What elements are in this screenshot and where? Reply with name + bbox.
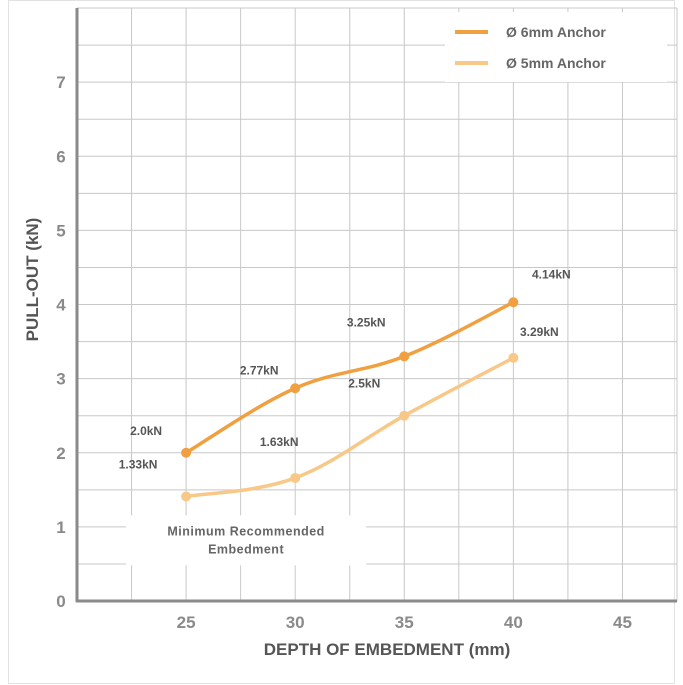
label-layer: 2.0kN 2.77kN 3.25kN 4.14kN 1.33kN 1.63kN 2.5kN… — [119, 267, 571, 471]
data-label: 4.14kN — [532, 267, 571, 281]
data-point — [181, 491, 192, 502]
legend: Ø 6mm Anchor Ø 5mm Anchor — [445, 12, 667, 82]
data-label: 3.25kN — [347, 315, 386, 329]
x-tick-label: 40 — [504, 613, 523, 632]
y-tick-label: 7 — [56, 73, 65, 92]
series-line — [184, 300, 516, 455]
y-tick-label: 5 — [56, 221, 65, 240]
y-tick-label: 0 — [56, 592, 65, 611]
grid — [76, 7, 678, 602]
legend-label: Ø 5mm Anchor — [506, 55, 606, 71]
series-layer — [181, 297, 519, 502]
annotation-layer: Minimum Recommended Embedment — [126, 515, 367, 566]
data-point — [290, 383, 301, 394]
data-label: 3.29kN — [520, 325, 559, 339]
x-axis-title: DEPTH OF EMBEDMENT (mm) — [264, 640, 511, 659]
x-tick-label: 35 — [395, 613, 414, 632]
annotation-text: Minimum Recommended — [167, 524, 324, 538]
y-tick-label: 1 — [56, 518, 65, 537]
series-line — [184, 356, 516, 499]
data-point — [399, 410, 410, 421]
y-tick-label: 6 — [56, 147, 65, 166]
annotation-text: Embedment — [208, 542, 284, 556]
data-label: 1.33kN — [119, 457, 158, 471]
data-label: 2.5kN — [348, 377, 380, 391]
data-point — [399, 351, 410, 362]
legend-box — [445, 12, 667, 82]
data-label: 2.77kN — [240, 363, 279, 377]
x-tick-label: 30 — [286, 613, 305, 632]
x-tick-label: 45 — [613, 613, 632, 632]
y-axis-title: PULL-OUT (kN) — [23, 218, 42, 342]
x-tick-label: 25 — [177, 613, 196, 632]
data-label: 1.63kN — [260, 435, 299, 449]
data-label: 2.0kN — [130, 424, 162, 438]
annotation-box — [126, 515, 367, 566]
y-tick-label: 3 — [56, 370, 65, 389]
y-tick-label: 2 — [56, 444, 65, 463]
legend-label: Ø 6mm Anchor — [506, 24, 606, 40]
y-tick-label: 4 — [56, 296, 66, 315]
data-point — [508, 297, 519, 308]
data-point — [181, 447, 192, 458]
data-point — [508, 352, 519, 363]
data-point — [290, 472, 301, 483]
